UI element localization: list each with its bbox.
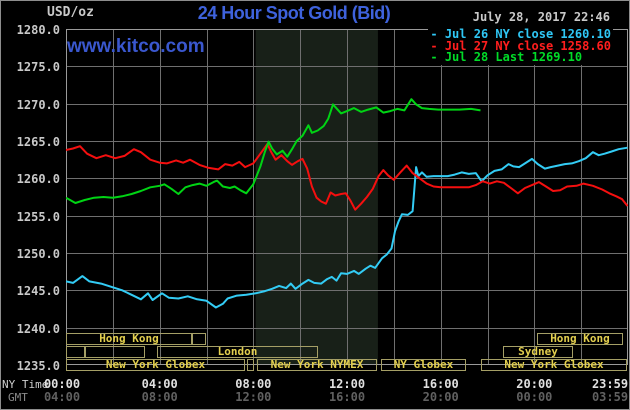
session-label: Hong Kong [99, 332, 159, 345]
session-label: London [217, 345, 258, 358]
x-axis-tick-ny-time: 12:00 [328, 377, 366, 391]
x-axis-tick-ny-time: 00:00 [43, 377, 81, 391]
series-line-jul27 [65, 143, 629, 211]
kitco-watermark-link[interactable]: www.kitco.com [67, 36, 205, 57]
session-label: NY Globex [393, 358, 454, 371]
y-axis-units-label: USD/oz [47, 5, 94, 20]
legend-entry: - Jul 26 NY close 1260.10 [430, 27, 611, 41]
session-label: New York Globex [105, 358, 206, 371]
session-box [192, 333, 206, 345]
x-axis-ny-time-label: NY Time [2, 378, 49, 391]
x-axis-tick-ny-time: 08:00 [235, 377, 272, 391]
session-box [247, 359, 254, 371]
plot-area [65, 29, 629, 365]
y-axis-tick: 1280.0 [16, 23, 60, 37]
legend: - Jul 26 NY close 1260.10- Jul 27 NY clo… [428, 27, 613, 66]
x-axis-tick-gmt: 12:00 [235, 390, 272, 404]
session-box-new-york-globex: New York Globex [66, 359, 245, 371]
session-label: New York NYMEX [270, 358, 364, 371]
x-axis-gmt-label: GMT [8, 391, 28, 404]
series-line-jul28 [65, 98, 481, 204]
session-box [85, 346, 145, 358]
series-line-jul26 [65, 146, 628, 309]
y-axis-tick: 1260.0 [16, 172, 60, 187]
x-axis-tick-gmt: 20:00 [422, 390, 459, 404]
session-box-hong-kong: Hong Kong [537, 333, 623, 345]
session-box-hong-kong: Hong Kong [66, 333, 192, 345]
x-axis-tick-gmt: 04:00 [43, 390, 81, 404]
x-axis-tick-gmt: 08:00 [141, 390, 178, 404]
y-axis-tick: 1275.0 [16, 60, 60, 75]
y-axis-tick: 1255.0 [16, 209, 60, 224]
y-axis-tick: 1265.0 [16, 135, 60, 149]
legend-entry: - Jul 28 Last 1269.10 [430, 50, 583, 65]
x-axis-tick-gmt: 03:59 [591, 390, 629, 404]
y-axis-tick: 1250.0 [16, 247, 60, 261]
x-axis-tick-ny-time: 23:59 [591, 377, 629, 391]
x-axis-tick-ny-time: 04:00 [141, 377, 178, 391]
session-box-london: London [157, 346, 318, 358]
session-box-ny-globex: NY Globex [381, 359, 466, 371]
y-axis-tick: 1270.0 [16, 97, 60, 112]
legend-entry: - Jul 27 NY close 1258.60 [430, 38, 611, 53]
chart-title: 24 Hour Spot Gold (Bid) [197, 3, 391, 23]
x-axis-tick-ny-time: 16:00 [422, 377, 459, 391]
y-axis-tick: 1240.0 [16, 321, 60, 336]
chart-timestamp: July 28, 2017 22:46 [472, 10, 610, 24]
y-axis-tick: 1235.0 [16, 359, 60, 373]
session-label: New York Globex [504, 358, 604, 371]
session-label: Sydney [518, 345, 558, 358]
session-box-sydney: Sydney [503, 346, 573, 358]
x-axis-tick-gmt: 00:00 [516, 390, 553, 404]
session-box-new-york-globex: New York Globex [481, 359, 627, 371]
y-axis-tick: 1245.0 [16, 284, 60, 299]
x-axis-tick-ny-time: 20:00 [516, 377, 553, 391]
session-box-new-york-nymex: New York NYMEX [257, 359, 377, 371]
session-box [66, 346, 85, 358]
chart-svg [65, 29, 629, 365]
x-axis-tick-gmt: 16:00 [328, 390, 366, 404]
session-label: Hong Kong [550, 332, 610, 345]
